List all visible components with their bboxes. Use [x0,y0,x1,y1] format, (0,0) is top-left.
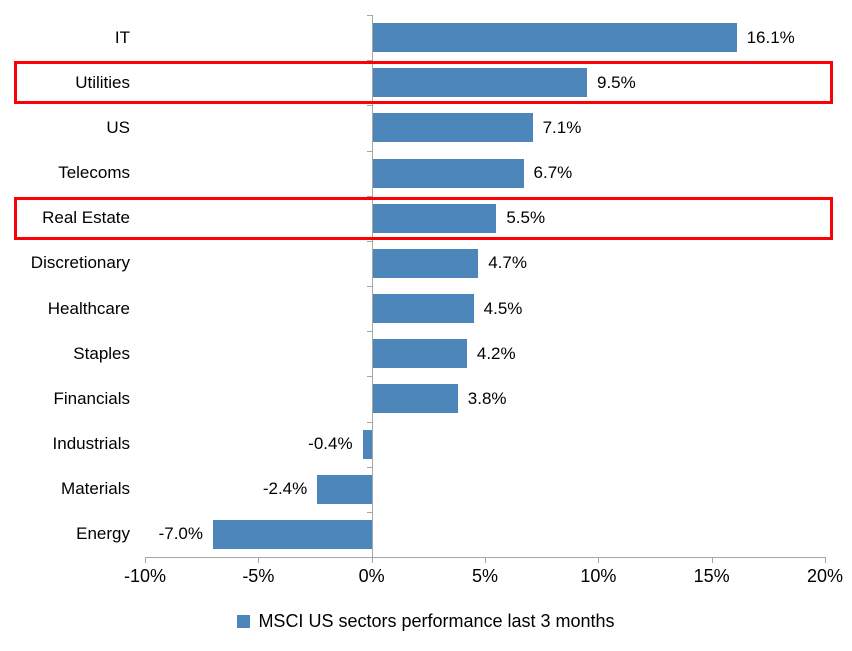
y-axis-tick [366,421,372,423]
category-label: IT [114,27,130,47]
chart-legend: MSCI US sectors performance last 3 month… [0,606,852,636]
category-label: Financials [53,388,130,408]
x-axis-tick-label: 15% [693,566,730,586]
x-axis-tick [371,557,373,563]
category-label: Energy [76,524,130,544]
value-label: 5.5% [506,208,546,228]
y-axis-tick [366,195,372,197]
bar [362,429,372,459]
bar [371,294,474,324]
value-label: 7.1% [542,117,582,137]
category-label: Industrials [52,434,130,454]
bar [371,339,467,369]
value-label: -2.4% [262,479,308,499]
category-label: Staples [73,343,130,363]
value-label: 3.8% [467,388,507,408]
value-label: 9.5% [597,72,636,92]
value-label: -7.0% [158,524,203,544]
bar [371,23,737,53]
y-axis-tick [366,286,372,287]
x-axis-tick [145,557,146,563]
category-label: Discretionary [30,253,130,273]
y-axis-tick [366,466,372,468]
y-axis-tick [366,105,372,107]
legend-label: MSCI US sectors performance last 3 month… [258,610,615,631]
x-axis-tick-label: -10% [123,566,167,586]
bar [371,68,587,98]
y-axis-tick [366,331,372,333]
value-label: 4.7% [488,253,527,273]
bar [371,158,524,188]
bar [213,519,372,549]
bar [371,203,497,233]
value-label: 16.1% [746,27,795,47]
bar [371,113,533,143]
category-label: Materials [61,479,130,499]
y-axis-tick [366,376,372,378]
category-label: Telecoms [58,163,130,183]
category-label: US [106,117,130,137]
category-label: Utilities [75,72,130,92]
x-axis-tick [598,557,600,563]
y-axis-tick [366,15,372,16]
highlight-box-utilities [14,61,833,105]
x-axis-tick-label: 20% [806,566,844,586]
category-label: Healthcare [47,298,130,318]
bar [371,248,479,278]
y-axis-line [371,15,373,563]
x-axis-tick-label: 10% [580,566,617,586]
highlight-box-real-estate [14,196,833,240]
x-axis-tick-label: 0% [358,566,385,586]
y-axis-tick [366,240,372,242]
value-label: -0.4% [308,434,353,454]
x-axis-tick-label: 5% [471,566,498,586]
value-label: 4.5% [483,298,523,318]
legend-swatch-icon [237,614,251,628]
x-axis-tick-label: -5% [242,566,275,586]
bar [317,474,372,504]
y-axis-tick [366,511,372,513]
y-axis-tick [366,60,372,62]
x-axis-tick [485,557,486,563]
value-label: 4.2% [476,343,516,363]
bar [371,384,458,414]
x-axis-tick [711,557,713,563]
x-axis-tick [258,557,260,563]
y-axis-tick [366,150,372,152]
category-label: Real Estate [42,208,130,228]
value-label: 6.7% [533,163,573,183]
x-axis-tick [825,557,826,563]
